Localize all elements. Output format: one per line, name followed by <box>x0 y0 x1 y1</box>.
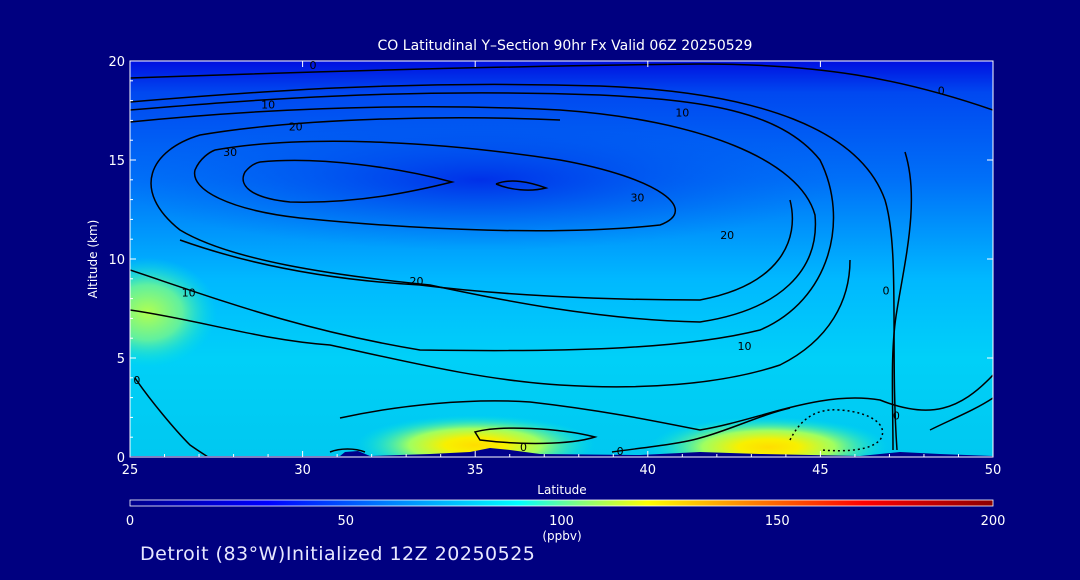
contour-0-right-vertical <box>891 151 913 451</box>
y-tick-label: 15 <box>108 154 125 169</box>
high-value-region <box>130 257 218 368</box>
y-axis-label: Altitude (km) <box>86 220 100 299</box>
contour-lines <box>130 63 993 457</box>
colorbar <box>129 499 994 507</box>
contour-10-lower <box>130 92 835 352</box>
contour-label: 0 <box>309 59 316 72</box>
colorbar-tick-label: 100 <box>549 514 574 529</box>
high-value-region <box>648 417 889 457</box>
colorbar-tick-label: 0 <box>126 514 134 529</box>
colorbar-ticks: 0 50 100 150 200 <box>126 514 1006 529</box>
x-tick-label: 30 <box>294 463 311 478</box>
contour-10-mid <box>130 259 851 388</box>
contour-30 <box>193 140 676 232</box>
y-tick-label: 20 <box>108 55 125 70</box>
contour-label: 0 <box>938 85 945 98</box>
y-tick-label: 10 <box>108 253 125 268</box>
contour-label: 20 <box>410 275 424 288</box>
contour-label: 0 <box>882 285 889 298</box>
contour-label: 10 <box>261 99 275 112</box>
x-tick-label: 50 <box>985 463 1002 478</box>
contour-label: 20 <box>720 229 734 242</box>
contour-label: 10 <box>182 287 196 300</box>
contour-label: 10 <box>675 106 689 119</box>
contour-dotted <box>789 409 884 452</box>
contour-0-top <box>130 63 993 111</box>
contour-labels: 0 10 20 30 10 0 30 20 20 10 10 0 0 0 0 0 <box>133 59 944 458</box>
contour-0-left <box>134 377 209 457</box>
contour-40-small <box>495 180 549 191</box>
hotspots-layer <box>130 257 889 457</box>
contour-0-small-left <box>329 448 366 453</box>
contour-0-rightedge <box>929 397 993 431</box>
x-axis-label: Latitude <box>537 483 586 497</box>
contour-label: 10 <box>737 340 751 353</box>
contour-0-cell <box>473 427 598 445</box>
contour-label: 20 <box>289 120 303 133</box>
x-axis-ticks: 25 30 35 40 45 50 <box>122 61 1002 478</box>
terrain <box>130 448 993 457</box>
contour-0-lowright <box>611 407 791 453</box>
contour-label: 0 <box>893 409 900 422</box>
y-tick-label: 5 <box>117 352 125 367</box>
contour-20-outer <box>130 106 817 323</box>
contour-10-outer <box>130 83 898 451</box>
x-tick-label: 25 <box>122 463 139 478</box>
contour-40 <box>242 159 455 203</box>
low-value-core <box>130 110 840 250</box>
x-tick-label: 40 <box>640 463 657 478</box>
contour-label: 0 <box>520 441 527 454</box>
chart-title: CO Latitudinal Y–Section 90hr Fx Valid 0… <box>378 38 753 54</box>
contour-0-bottom <box>339 374 993 431</box>
contour-label: 30 <box>630 192 644 205</box>
colorbar-units: (ppbv) <box>542 529 581 543</box>
footer-location: Detroit (83°W)Initialized 12Z 20250525 <box>140 543 536 565</box>
contour-label: 30 <box>223 146 237 159</box>
contour-label: 0 <box>617 445 624 458</box>
x-tick-label: 45 <box>812 463 829 478</box>
colorbar-tick-label: 50 <box>337 514 354 529</box>
heatmap-field <box>130 61 993 457</box>
x-tick-label: 35 <box>467 463 484 478</box>
colorbar-tick-label: 150 <box>765 514 790 529</box>
colorbar-tick-label: 200 <box>981 514 1006 529</box>
y-tick-label: 0 <box>117 451 125 466</box>
high-value-region <box>355 415 596 457</box>
contour-20-inner <box>179 199 794 301</box>
contour-label: 0 <box>133 374 140 387</box>
